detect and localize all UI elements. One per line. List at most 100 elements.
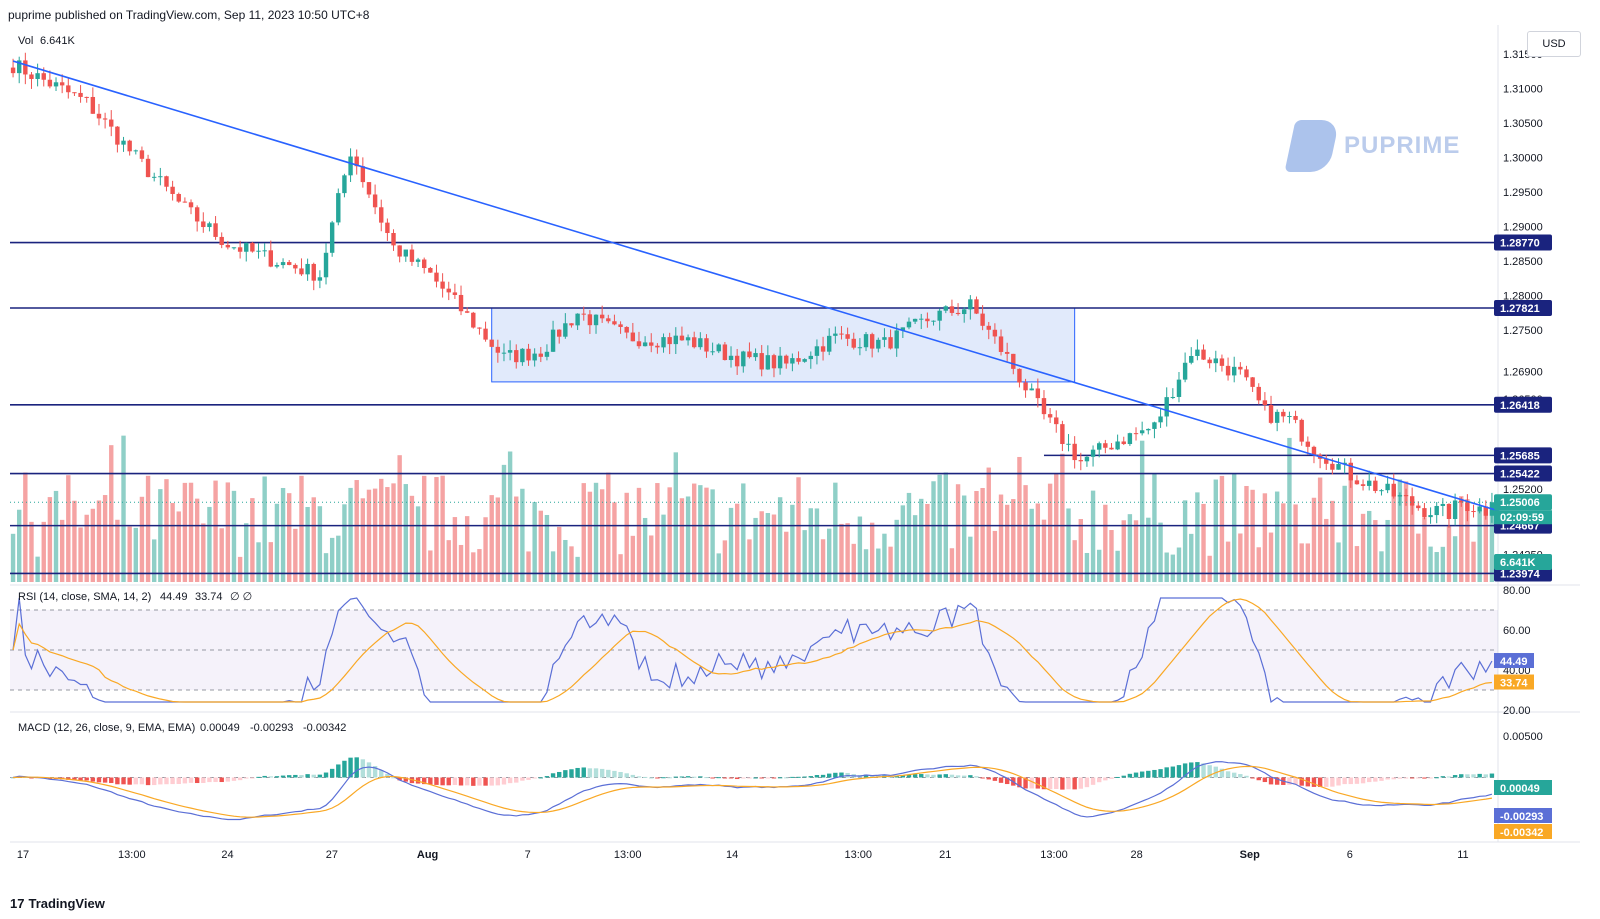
volume-bar: [164, 479, 169, 582]
macd-hist-bar: [790, 776, 795, 778]
volume-bar: [925, 503, 930, 582]
macd-hist-bar: [1004, 777, 1010, 785]
candle-body: [1434, 505, 1439, 516]
volume-bar: [422, 475, 427, 582]
macd-hist-bar: [336, 764, 341, 778]
volume-bar: [581, 483, 586, 582]
candle-body: [1465, 502, 1470, 512]
macd-hist-bar: [1066, 777, 1071, 790]
candle-body: [1324, 458, 1329, 464]
candle-body: [790, 358, 795, 364]
macd-hist-bar: [550, 773, 556, 778]
candle-body: [10, 67, 16, 74]
volume-bar: [1281, 503, 1286, 582]
candle-body: [446, 288, 451, 293]
volume-bar: [366, 489, 372, 582]
macd-hist-bar: [1397, 777, 1403, 779]
macd-hist-tag: 0.00049: [1500, 783, 1540, 795]
volume-bar: [53, 490, 59, 582]
macd-hist-bar: [912, 774, 918, 778]
price-axis-tick: 1.30000: [1503, 153, 1543, 165]
macd-hist-bar: [544, 776, 550, 778]
candle-body: [1097, 443, 1102, 450]
volume-bar: [483, 517, 488, 582]
volume-bar: [287, 493, 292, 582]
volume-bar: [1434, 552, 1439, 582]
candle-body: [919, 318, 924, 320]
candle-body: [722, 344, 728, 361]
volume-bar: [1072, 540, 1077, 582]
macd-hist-bar: [1152, 769, 1157, 778]
candle-body: [440, 281, 445, 289]
candle-body: [1004, 351, 1010, 354]
volume-bar: [649, 535, 654, 582]
time-axis-tick: 13:00: [1040, 849, 1068, 861]
candle-body: [857, 347, 863, 349]
price-axis-tick: 1.31000: [1503, 84, 1543, 96]
macd-hist-bar: [1201, 763, 1206, 778]
candle-body: [483, 328, 488, 340]
candle-body: [422, 259, 427, 269]
macd-hist-bar: [998, 777, 1004, 783]
volume-bar: [1238, 533, 1243, 582]
candle-body: [1299, 419, 1304, 442]
candle-body: [428, 268, 433, 273]
candle-body: [1189, 355, 1194, 363]
volume-bar: [1324, 518, 1329, 582]
macd-hist-bar: [471, 777, 476, 786]
candle-body: [244, 242, 249, 252]
macd-hist-bar: [268, 776, 273, 778]
candle-body: [1084, 456, 1090, 462]
candle-body: [188, 202, 194, 208]
volume-bar: [845, 523, 850, 582]
tradingview-brand[interactable]: 17 TradingView: [10, 896, 105, 911]
volume-bar: [1293, 504, 1298, 582]
candle-body: [777, 355, 783, 369]
candle-body: [176, 193, 181, 202]
volume-bar: [863, 549, 869, 582]
volume-bar: [1268, 532, 1274, 582]
macd-hist-bar: [1360, 777, 1366, 784]
macd-hist-bar: [1489, 773, 1495, 778]
price-axis-tick: 1.25200: [1503, 484, 1543, 496]
macd-hist-bar: [1446, 776, 1452, 778]
candle-body: [998, 336, 1004, 352]
macd-hist-bar: [587, 768, 593, 778]
macd-hist-bar: [747, 777, 752, 779]
volume-bar: [753, 517, 758, 582]
macd-hist-bar: [244, 777, 249, 779]
candle-body: [464, 311, 470, 313]
macd-hist-bar: [1348, 777, 1353, 785]
macd-value-tag: -0.00293: [1500, 811, 1543, 823]
volume-bar: [182, 482, 188, 582]
candle-body: [520, 348, 525, 363]
candle-body: [109, 119, 114, 127]
macd-hist-bar: [777, 777, 783, 779]
volume-bar: [827, 528, 832, 582]
volume-bar: [1158, 522, 1163, 582]
candle-body: [734, 355, 740, 367]
macd-hist-bar: [992, 777, 998, 781]
macd-hist-bar: [1072, 777, 1077, 790]
macd-hist-bar: [1440, 776, 1446, 778]
candle-body: [1164, 397, 1169, 417]
candle-body: [311, 263, 316, 281]
macd-hist-bar: [1097, 777, 1102, 783]
macd-hist-bar: [293, 774, 298, 778]
candle-body: [728, 355, 734, 361]
countdown-tag: 02:09:59: [1500, 512, 1544, 524]
macd-hist-bar: [839, 772, 844, 778]
candle-body: [802, 359, 807, 362]
candle-body: [366, 182, 372, 195]
macd-hist-bar: [667, 777, 672, 779]
candle-body: [1139, 430, 1145, 434]
candle-body: [943, 306, 948, 311]
currency-selector[interactable]: USD: [1527, 31, 1581, 57]
volume-bar: [833, 482, 838, 582]
macd-hist-bar: [1434, 777, 1439, 779]
candle-body: [796, 358, 801, 362]
volume-bar: [188, 482, 194, 582]
macd-hist-bar: [1391, 777, 1396, 780]
tradingview-logo-icon: 17: [10, 896, 25, 911]
